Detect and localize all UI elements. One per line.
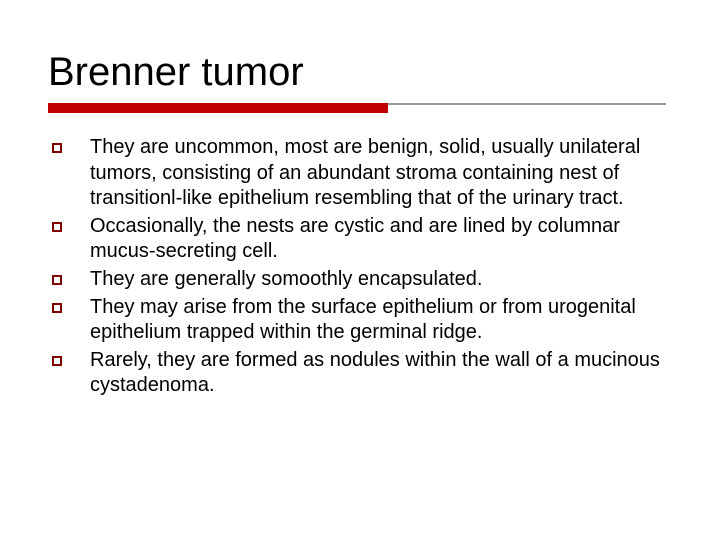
bullet-item: They may arise from the surface epitheli… xyxy=(52,295,662,346)
bullet-text: Rarely, they are formed as nodules withi… xyxy=(90,348,662,399)
underline-red xyxy=(48,103,388,113)
bullet-item: Occasionally, the nests are cystic and a… xyxy=(52,214,662,265)
square-bullet-icon xyxy=(52,303,62,313)
bullet-text: They are uncommon, most are benign, soli… xyxy=(90,135,662,212)
square-bullet-icon xyxy=(52,143,62,153)
bullet-item: Rarely, they are formed as nodules withi… xyxy=(52,348,662,399)
bullet-item: They are generally somoothly encapsulate… xyxy=(52,267,662,293)
title-underline xyxy=(48,103,672,115)
bullet-text: Occasionally, the nests are cystic and a… xyxy=(90,214,662,265)
square-bullet-icon xyxy=(52,222,62,232)
slide-container: Brenner tumor They are uncommon, most ar… xyxy=(0,0,720,540)
square-bullet-icon xyxy=(52,356,62,366)
slide-title: Brenner tumor xyxy=(48,50,672,95)
bullet-item: They are uncommon, most are benign, soli… xyxy=(52,135,662,212)
square-bullet-icon xyxy=(52,275,62,285)
bullet-text: They may arise from the surface epitheli… xyxy=(90,295,662,346)
slide-content: They are uncommon, most are benign, soli… xyxy=(48,135,672,399)
bullet-text: They are generally somoothly encapsulate… xyxy=(90,267,662,293)
